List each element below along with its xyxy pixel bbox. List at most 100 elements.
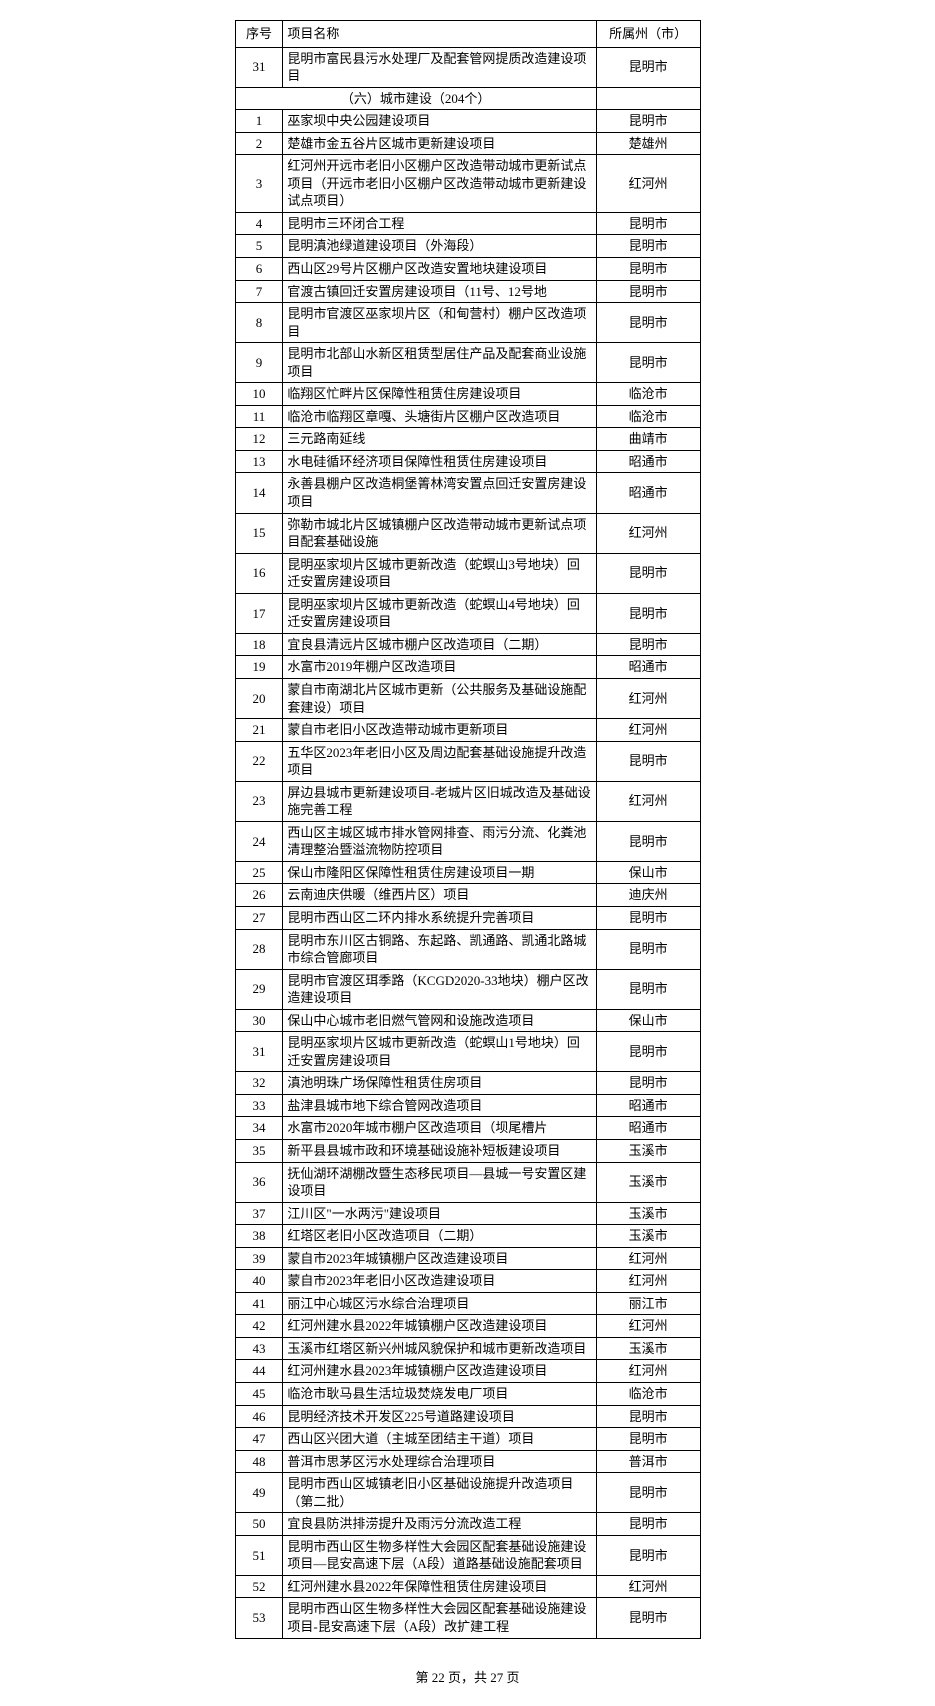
table-row: 36抚仙湖环湖棚改暨生态移民项目—县城一号安置区建设项目玉溪市: [235, 1162, 700, 1202]
table-row: 28昆明市东川区古铜路、东起路、凯通路、凯通北路城市综合管廊项目昆明市: [235, 929, 700, 969]
row-city: 玉溪市: [596, 1337, 700, 1360]
row-name: 保山市隆阳区保障性租赁住房建设项目一期: [283, 861, 596, 884]
table-row: 34水富市2020年城市棚户区改造项目（坝尾槽片昭通市: [235, 1117, 700, 1140]
row-city: 昆明市: [596, 593, 700, 633]
row-name: 红河州建水县2022年城镇棚户区改造建设项目: [283, 1315, 596, 1338]
row-num: 33: [235, 1094, 283, 1117]
row-name: 弥勒市城北片区城镇棚户区改造带动城市更新试点项目配套基础设施: [283, 513, 596, 553]
table-row: 3红河州开远市老旧小区棚户区改造带动城市更新试点项目（开远市老旧小区棚户区改造带…: [235, 155, 700, 213]
row-city: 玉溪市: [596, 1139, 700, 1162]
row-num: 44: [235, 1360, 283, 1383]
row-city: 玉溪市: [596, 1225, 700, 1248]
row-name: 水富市2020年城市棚户区改造项目（坝尾槽片: [283, 1117, 596, 1140]
table-row: 18宜良县清远片区城市棚户区改造项目（二期）昆明市: [235, 633, 700, 656]
row-name: 楚雄市金五谷片区城市更新建设项目: [283, 132, 596, 155]
row-name: 三元路南延线: [283, 428, 596, 451]
row-city: 红河州: [596, 719, 700, 742]
row-city: 红河州: [596, 1575, 700, 1598]
table-row: 11临沧市临翔区章嘎、头塘街片区棚户区改造项目临沧市: [235, 405, 700, 428]
row-name: 盐津县城市地下综合管网改造项目: [283, 1094, 596, 1117]
table-row: 33盐津县城市地下综合管网改造项目昭通市: [235, 1094, 700, 1117]
row-city: 昆明市: [596, 929, 700, 969]
row-num: 31: [235, 47, 283, 87]
table-row: 7官渡古镇回迁安置房建设项目（11号、12号地昆明市: [235, 280, 700, 303]
row-city: 昆明市: [596, 1598, 700, 1638]
table-row: 19水富市2019年棚户区改造项目昭通市: [235, 656, 700, 679]
row-city: 红河州: [596, 1360, 700, 1383]
row-num: 36: [235, 1162, 283, 1202]
row-city: 昆明市: [596, 969, 700, 1009]
table-row: 31昆明巫家坝片区城市更新改造（蛇螟山1号地块）回迁安置房建设项目昆明市: [235, 1032, 700, 1072]
row-city: 红河州: [596, 513, 700, 553]
row-num: 46: [235, 1405, 283, 1428]
row-name: 宜良县防洪排涝提升及雨污分流改造工程: [283, 1513, 596, 1536]
table-row: 1巫家坝中央公园建设项目昆明市: [235, 110, 700, 133]
table-row: 25保山市隆阳区保障性租赁住房建设项目一期保山市: [235, 861, 700, 884]
table-row: 39蒙自市2023年城镇棚户区改造建设项目红河州: [235, 1247, 700, 1270]
row-num: 30: [235, 1009, 283, 1032]
row-city: 昆明市: [596, 303, 700, 343]
table-row: 30保山中心城市老旧燃气管网和设施改造项目保山市: [235, 1009, 700, 1032]
row-name: 蒙自市2023年老旧小区改造建设项目: [283, 1270, 596, 1293]
row-name: 玉溪市红塔区新兴州城风貌保护和城市更新改造项目: [283, 1337, 596, 1360]
row-name: 昆明经济技术开发区225号道路建设项目: [283, 1405, 596, 1428]
row-city: 昆明市: [596, 1032, 700, 1072]
row-name: 蒙自市2023年城镇棚户区改造建设项目: [283, 1247, 596, 1270]
row-city: 红河州: [596, 678, 700, 718]
table-row: 48普洱市思茅区污水处理综合治理项目普洱市: [235, 1450, 700, 1473]
row-num: 17: [235, 593, 283, 633]
row-name: 临沧市临翔区章嘎、头塘街片区棚户区改造项目: [283, 405, 596, 428]
section-empty: [596, 87, 700, 110]
row-city: 昆明市: [596, 1428, 700, 1451]
row-num: 13: [235, 450, 283, 473]
table-row: 6西山区29号片区棚户区改造安置地块建设项目昆明市: [235, 258, 700, 281]
row-num: 38: [235, 1225, 283, 1248]
row-city: 昆明市: [596, 280, 700, 303]
row-num: 32: [235, 1072, 283, 1095]
table-row: 26云南迪庆供暖（维西片区）项目迪庆州: [235, 884, 700, 907]
table-row: 41丽江中心城区污水综合治理项目丽江市: [235, 1292, 700, 1315]
row-city: 红河州: [596, 1247, 700, 1270]
row-name: 丽江中心城区污水综合治理项目: [283, 1292, 596, 1315]
row-num: 37: [235, 1202, 283, 1225]
table-row: 49昆明市西山区城镇老旧小区基础设施提升改造项目（第二批）昆明市: [235, 1473, 700, 1513]
row-num: 12: [235, 428, 283, 451]
row-city: 玉溪市: [596, 1162, 700, 1202]
row-city: 昆明市: [596, 1473, 700, 1513]
row-num: 51: [235, 1535, 283, 1575]
row-city: 昆明市: [596, 258, 700, 281]
row-num: 24: [235, 821, 283, 861]
row-name: 水电硅循环经济项目保障性租赁住房建设项目: [283, 450, 596, 473]
row-num: 41: [235, 1292, 283, 1315]
header-city: 所属州（市）: [596, 21, 700, 48]
table-row: 31昆明市富民县污水处理厂及配套管网提质改造建设项目昆明市: [235, 47, 700, 87]
row-city: 昆明市: [596, 110, 700, 133]
row-name: 昆明市官渡区巫家坝片区（和甸营村）棚户区改造项目: [283, 303, 596, 343]
row-name: 昆明市西山区生物多样性大会园区配套基础设施建设项目—昆安高速下层（A段）道路基础…: [283, 1535, 596, 1575]
row-name: 官渡古镇回迁安置房建设项目（11号、12号地: [283, 280, 596, 303]
row-num: 27: [235, 906, 283, 929]
row-city: 保山市: [596, 1009, 700, 1032]
table-row: 9昆明市北部山水新区租赁型居住产品及配套商业设施项目昆明市: [235, 343, 700, 383]
table-row: 2楚雄市金五谷片区城市更新建设项目楚雄州: [235, 132, 700, 155]
table-row: 5昆明滇池绿道建设项目（外海段）昆明市: [235, 235, 700, 258]
table-row: 22五华区2023年老旧小区及周边配套基础设施提升改造项目昆明市: [235, 741, 700, 781]
header-name: 项目名称: [283, 21, 596, 48]
table-row: 12三元路南延线曲靖市: [235, 428, 700, 451]
section-title: （六）城市建设（204个）: [235, 87, 596, 110]
row-num: 39: [235, 1247, 283, 1270]
row-name: 保山中心城市老旧燃气管网和设施改造项目: [283, 1009, 596, 1032]
row-num: 29: [235, 969, 283, 1009]
row-name: 宜良县清远片区城市棚户区改造项目（二期）: [283, 633, 596, 656]
row-num: 4: [235, 212, 283, 235]
table-row: 46昆明经济技术开发区225号道路建设项目昆明市: [235, 1405, 700, 1428]
row-city: 红河州: [596, 1315, 700, 1338]
row-city: 昭通市: [596, 1094, 700, 1117]
row-name: 巫家坝中央公园建设项目: [283, 110, 596, 133]
row-num: 50: [235, 1513, 283, 1536]
row-num: 14: [235, 473, 283, 513]
row-num: 43: [235, 1337, 283, 1360]
row-name: 红河州开远市老旧小区棚户区改造带动城市更新试点项目（开远市老旧小区棚户区改造带动…: [283, 155, 596, 213]
row-name: 昆明市官渡区珥季路（KCGD2020-33地块）棚户区改造建设项目: [283, 969, 596, 1009]
row-num: 26: [235, 884, 283, 907]
